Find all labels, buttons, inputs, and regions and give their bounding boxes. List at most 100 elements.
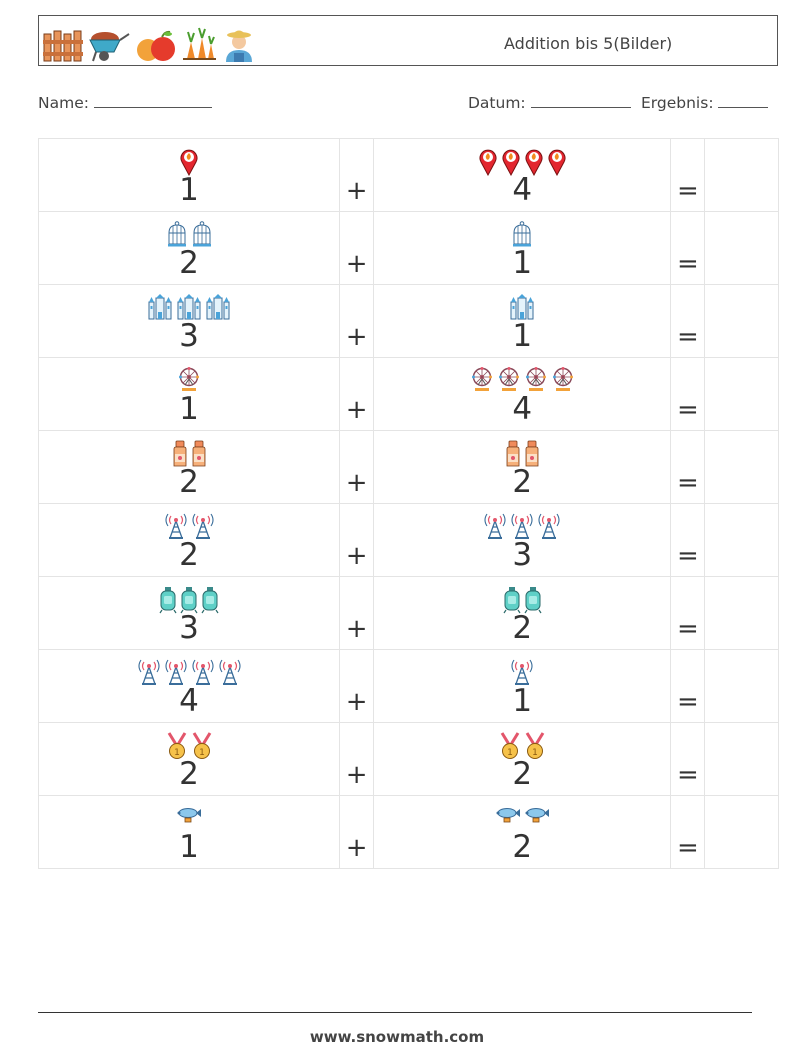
farmer-icon bbox=[226, 30, 252, 62]
problems-table: 1 +4 = 2 +1 = 3 +1 = 1 +4 = 2 +2 = 2 +3 = 3 +2 = 4 +1 = 1 1 2 +1 1 2 =… bbox=[37, 138, 779, 869]
castle-icon bbox=[147, 294, 173, 322]
equals-sign: = bbox=[676, 395, 699, 425]
picture-group bbox=[39, 440, 339, 468]
answer-cell[interactable] bbox=[704, 795, 779, 869]
result-blank[interactable] bbox=[718, 93, 769, 108]
answer-cell[interactable] bbox=[704, 722, 779, 796]
plus-sign: + bbox=[345, 614, 368, 644]
right-operand-cell: 2 bbox=[373, 576, 672, 650]
right-operand-cell: 2 bbox=[373, 795, 672, 869]
sauce-bottle-icon bbox=[524, 440, 540, 468]
birdcage-icon bbox=[166, 221, 188, 249]
sauce-bottle-icon bbox=[505, 440, 521, 468]
plus-cell: + bbox=[339, 503, 375, 577]
answer-cell[interactable] bbox=[704, 503, 779, 577]
picture-group bbox=[374, 440, 670, 468]
equals-sign: = bbox=[676, 322, 699, 352]
plus-sign: + bbox=[345, 176, 368, 206]
left-operand-cell: 2 bbox=[37, 430, 341, 504]
equals-cell: = bbox=[670, 576, 706, 650]
location-pin-icon bbox=[501, 148, 521, 176]
gas-tank-icon bbox=[201, 586, 219, 614]
equals-cell: = bbox=[670, 722, 706, 796]
date-blank[interactable] bbox=[530, 93, 631, 108]
fruit-icon bbox=[137, 30, 175, 61]
left-number: 1 bbox=[179, 172, 199, 208]
name-label: Name: bbox=[38, 94, 89, 112]
equals-cell: = bbox=[670, 430, 706, 504]
equals-cell: = bbox=[670, 138, 706, 212]
answer-cell[interactable] bbox=[704, 649, 779, 723]
right-number: 4 bbox=[512, 172, 533, 208]
name-blank[interactable] bbox=[93, 93, 212, 108]
medal-icon: 1 bbox=[524, 732, 546, 760]
result-field[interactable]: Ergebnis: bbox=[641, 93, 769, 112]
equals-sign: = bbox=[676, 541, 699, 571]
answer-cell[interactable] bbox=[704, 138, 779, 212]
equals-cell: = bbox=[670, 211, 706, 285]
radio-tower-icon bbox=[218, 659, 242, 687]
radio-tower-icon bbox=[510, 513, 534, 541]
wheelbarrow-icon bbox=[89, 32, 130, 62]
right-number: 4 bbox=[512, 391, 533, 427]
picture-group bbox=[374, 513, 670, 541]
footer-website: www.snowmath.com bbox=[309, 1028, 485, 1046]
picture-group bbox=[39, 586, 339, 614]
birdcage-icon bbox=[191, 221, 213, 249]
equals-sign: = bbox=[676, 833, 699, 863]
answer-cell[interactable] bbox=[704, 430, 779, 504]
problem-row: 2 +1 = bbox=[37, 211, 779, 285]
problem-row: 2 +3 = bbox=[37, 503, 779, 577]
left-number: 1 bbox=[179, 391, 199, 427]
header-icons bbox=[43, 20, 257, 62]
picture-group bbox=[374, 659, 670, 687]
right-number: 1 bbox=[512, 318, 533, 354]
location-pin-icon bbox=[524, 148, 544, 176]
equals-cell: = bbox=[670, 503, 706, 577]
answer-cell[interactable] bbox=[704, 576, 779, 650]
radio-tower-icon bbox=[483, 513, 507, 541]
location-pin-icon bbox=[179, 148, 199, 176]
plus-sign: + bbox=[345, 833, 368, 863]
info-fields: Name: Datum: Ergebnis: bbox=[38, 93, 778, 115]
problem-row: 2 +2 = bbox=[37, 430, 779, 504]
plus-cell: + bbox=[339, 430, 375, 504]
airship-icon bbox=[524, 805, 550, 833]
svg-text:1: 1 bbox=[199, 748, 205, 758]
equals-sign: = bbox=[676, 687, 699, 717]
equals-cell: = bbox=[670, 357, 706, 431]
ferris-wheel-icon bbox=[551, 367, 575, 395]
sauce-bottle-icon bbox=[191, 440, 207, 468]
date-field[interactable]: Datum: bbox=[468, 93, 631, 112]
equals-sign: = bbox=[676, 176, 699, 206]
left-operand-cell: 1 bbox=[37, 795, 341, 869]
plus-cell: + bbox=[339, 576, 375, 650]
radio-tower-icon bbox=[191, 659, 215, 687]
plus-sign: + bbox=[345, 760, 368, 790]
plus-cell: + bbox=[339, 357, 375, 431]
ferris-wheel-icon bbox=[177, 367, 201, 395]
equals-cell: = bbox=[670, 284, 706, 358]
right-number: 2 bbox=[512, 610, 533, 646]
gas-tank-icon bbox=[180, 586, 198, 614]
plus-cell: + bbox=[339, 795, 375, 869]
equals-cell: = bbox=[670, 649, 706, 723]
radio-tower-icon bbox=[164, 659, 188, 687]
footer-divider bbox=[38, 1012, 752, 1013]
picture-group bbox=[374, 805, 670, 833]
medal-icon: 1 bbox=[499, 732, 521, 760]
gas-tank-icon bbox=[159, 586, 177, 614]
answer-cell[interactable] bbox=[704, 357, 779, 431]
answer-cell[interactable] bbox=[704, 211, 779, 285]
name-field[interactable]: Name: bbox=[38, 93, 212, 112]
medal-icon: 1 bbox=[191, 732, 213, 760]
right-operand-cell: 4 bbox=[373, 357, 672, 431]
picture-group bbox=[39, 659, 339, 687]
answer-cell[interactable] bbox=[704, 284, 779, 358]
left-number: 1 bbox=[179, 829, 199, 865]
worksheet-title: Addition bis 5(Bilder) bbox=[504, 34, 673, 53]
left-number: 2 bbox=[179, 756, 199, 792]
left-operand-cell: 1 bbox=[37, 138, 341, 212]
picture-group bbox=[39, 148, 339, 176]
problem-row: 1 +4 = bbox=[37, 357, 779, 431]
